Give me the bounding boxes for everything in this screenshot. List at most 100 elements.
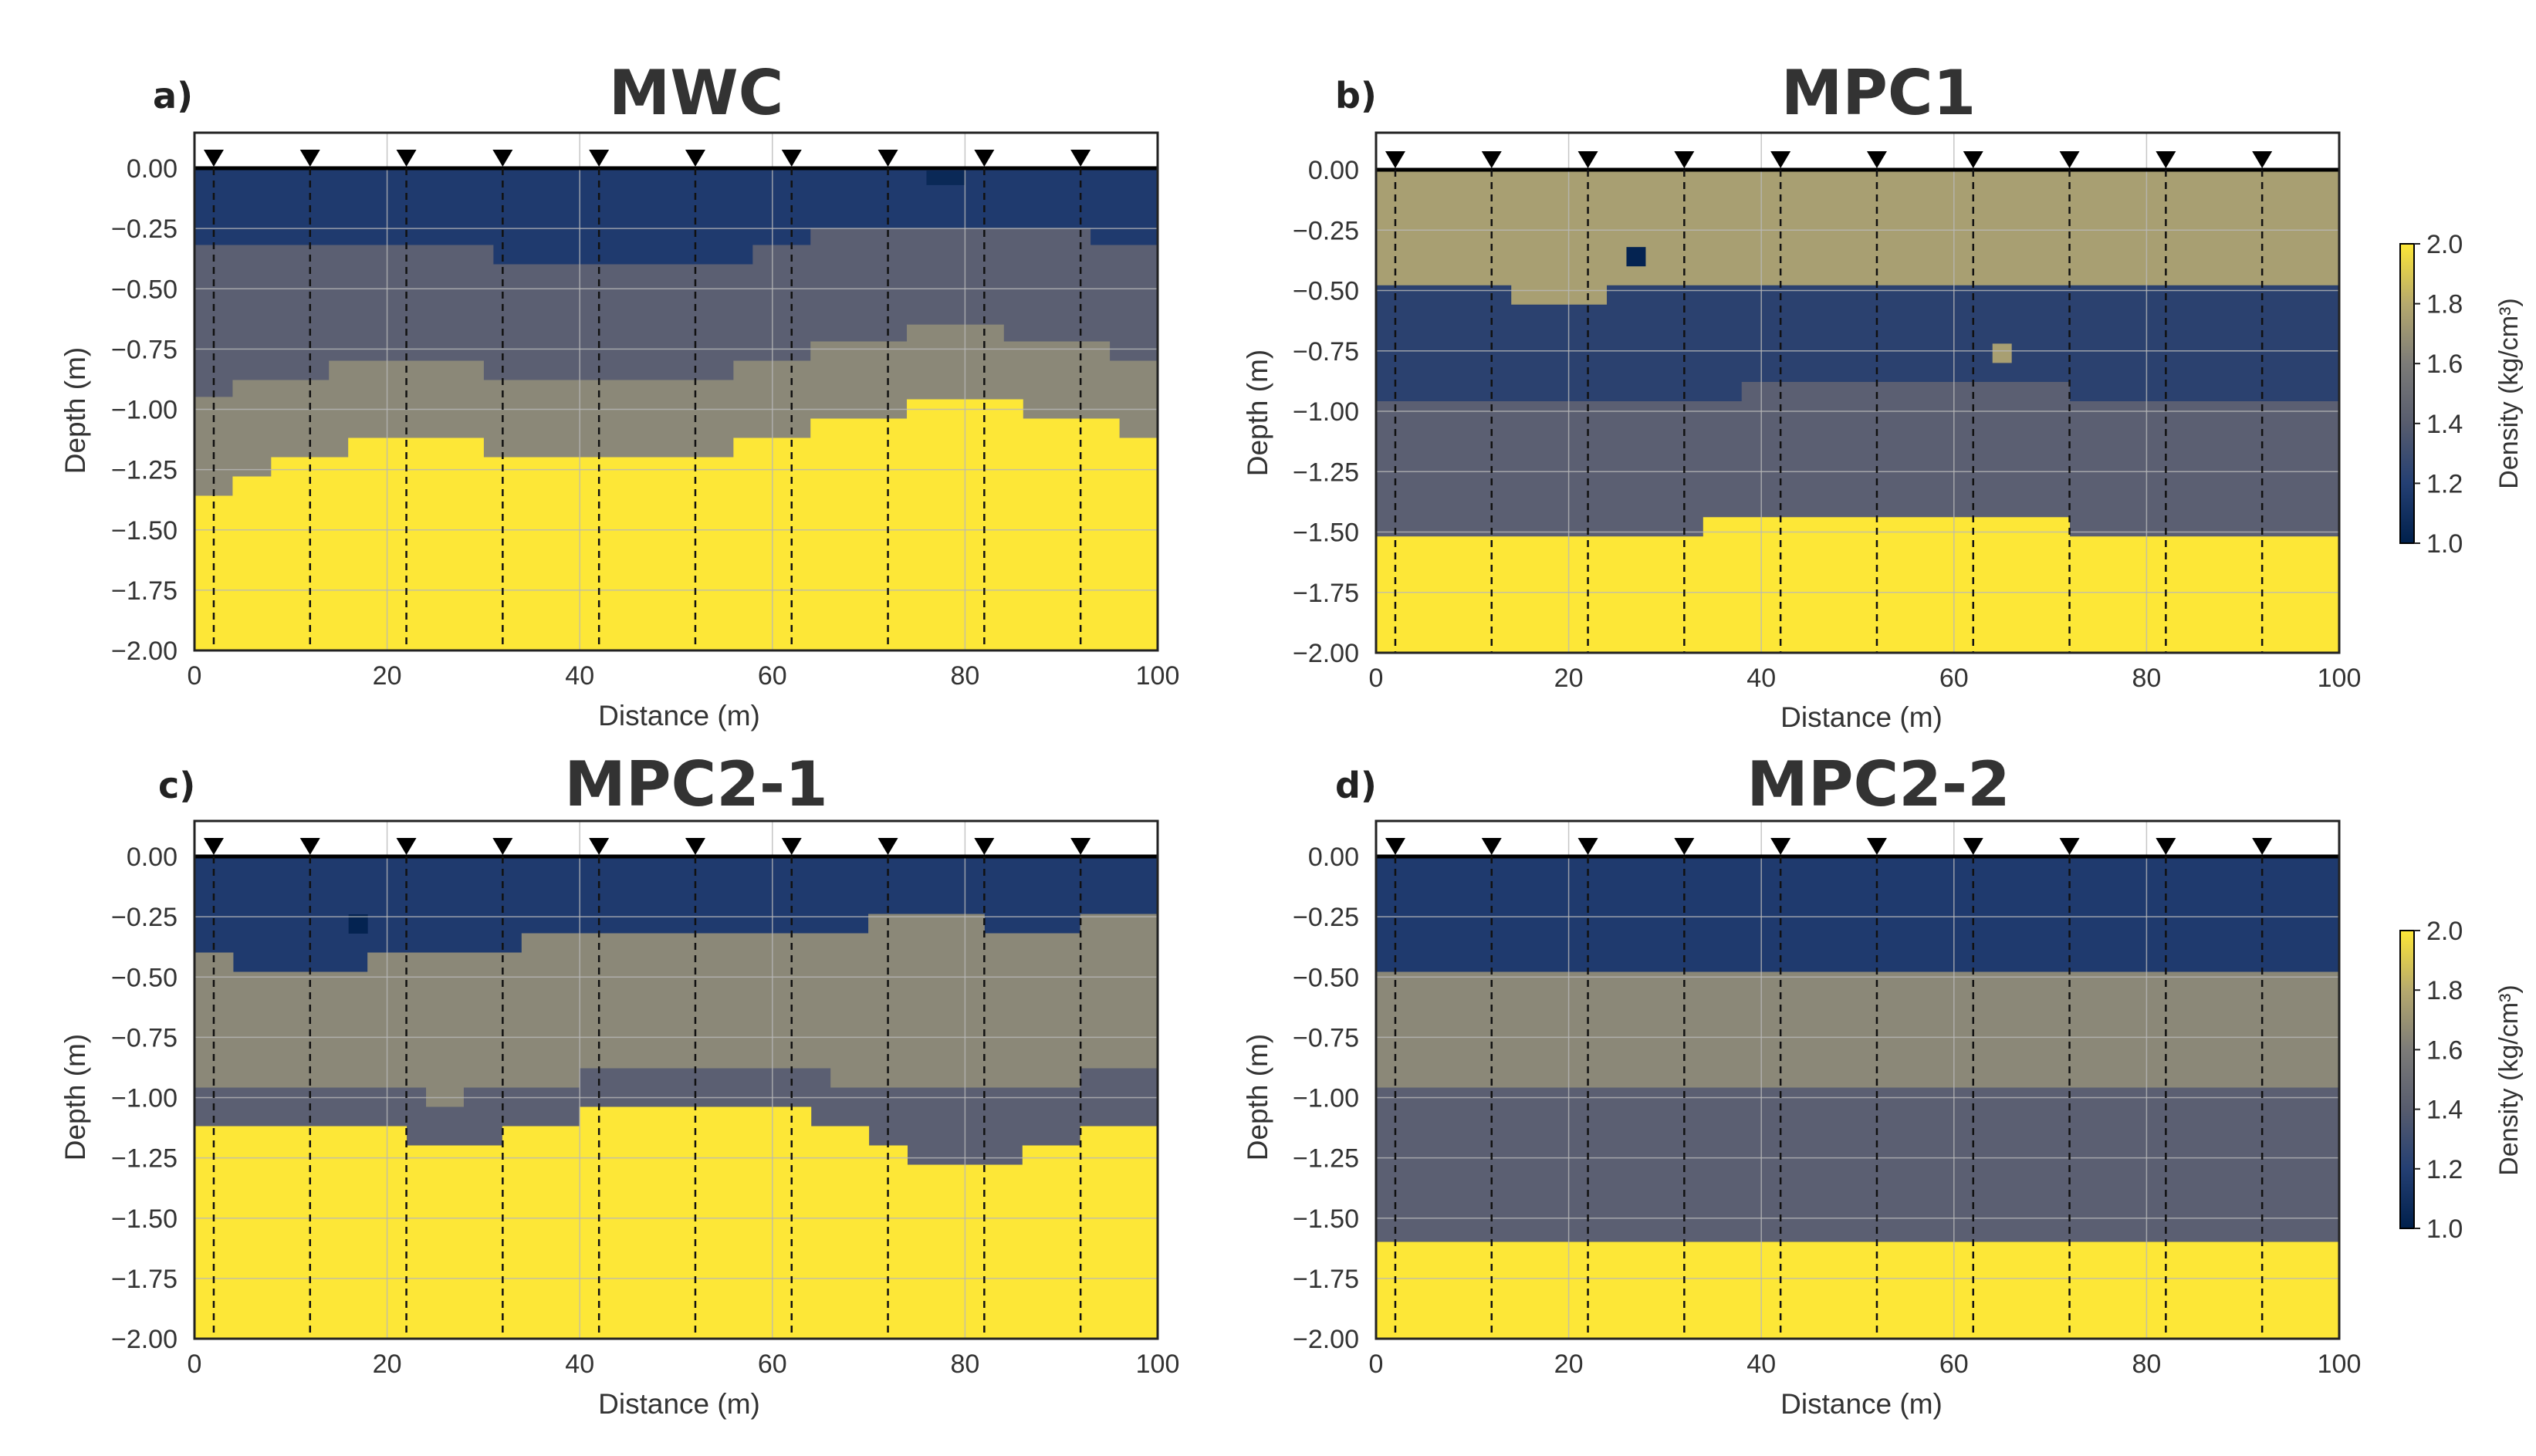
colorbar-bottom-label: Density (kg/cm³): [2494, 985, 2524, 1175]
panel-b-plot: 0.00 −0.25 −0.50 −0.75 −1.00 −1.25 −1.50 −1.75 −…: [1293, 131, 2361, 693]
y-tick-label: −1.75: [1293, 579, 1359, 608]
y-tick-label: −0.50: [1293, 277, 1359, 306]
y-tick-label: −1.50: [111, 516, 178, 546]
colorbar-tick-label: 1.0: [2426, 1214, 2463, 1244]
plot-frame: [1375, 131, 2341, 654]
y-tick-label: −0.50: [1293, 963, 1359, 992]
colorbar-tick-label: 2.0: [2426, 917, 2463, 946]
y-tick-label: −0.75: [1293, 1023, 1359, 1052]
y-tick-label: −0.25: [111, 215, 178, 244]
colorbar-top: 1.0 1.2 1.4 1.6 1.8 2.0 Density (kg/cm³): [2399, 230, 2524, 559]
density-layer: [1375, 1087, 2340, 1243]
electrode-marker: [589, 838, 610, 855]
electrode-marker: [1385, 838, 1405, 855]
panel-a-plot: 0.00 −0.25 −0.50 −0.75 −1.00 −1.25 −1.50 −1.75 −…: [111, 131, 1179, 691]
electrode-marker: [2059, 838, 2080, 855]
electrode-marker: [974, 150, 995, 167]
electrode-marker: [2156, 838, 2176, 855]
y-tick-label: 0.00: [1308, 843, 1359, 872]
y-tick-label: 0.00: [127, 154, 178, 184]
density-anomaly-cell: [926, 171, 965, 185]
density-layer: [1375, 517, 2340, 654]
panel-b: b) MPC1 0.00 −0.25 −0.50 −0.75 −1.00 −1.25 −1.…: [1242, 57, 2361, 733]
electrode-marker: [1481, 838, 1502, 855]
x-tick-label: 0: [188, 1350, 202, 1379]
y-tick-label: −1.75: [1293, 1265, 1359, 1294]
y-tick-label: −1.00: [111, 396, 178, 425]
electrode-marker: [2252, 838, 2273, 855]
y-tick-label: −1.25: [111, 456, 178, 485]
x-tick-label: 20: [373, 1350, 402, 1379]
electrode-marker: [2059, 151, 2080, 168]
y-tick-label: −0.50: [111, 275, 178, 304]
panel-c-xlabel: Distance (m): [598, 1388, 760, 1420]
y-tick-label: −1.50: [1293, 1204, 1359, 1234]
electrode-strip: [194, 133, 1158, 168]
electrode-marker: [299, 150, 320, 167]
y-tick-label: −2.00: [111, 637, 178, 666]
panel-b-ylabel: Depth (m): [1242, 350, 1273, 476]
y-tick-label: −0.75: [111, 1023, 178, 1052]
density-anomaly-cell: [1992, 343, 2012, 363]
x-tick-label: 20: [1554, 1350, 1584, 1379]
colorbar-tick-label: 1.8: [2426, 976, 2463, 1005]
density-layer: [194, 1106, 1158, 1339]
y-tick-label: −1.00: [111, 1084, 178, 1113]
electrode-marker: [1385, 151, 1405, 168]
x-tick-label: 20: [373, 661, 402, 691]
y-tick-label: −0.75: [1293, 337, 1359, 367]
electrode-marker: [2252, 151, 2273, 168]
electrode-strip: [194, 821, 1158, 856]
panel-a-label: a): [153, 75, 193, 117]
electrode-marker: [781, 838, 802, 855]
electrode-marker: [589, 150, 610, 167]
density-anomaly-cell: [1626, 247, 1646, 267]
electrode-marker: [1674, 151, 1695, 168]
panel-a-ylabel: Depth (m): [59, 347, 91, 474]
x-tick-label: 60: [1939, 664, 1969, 693]
electrode-marker: [396, 150, 417, 167]
x-tick-label: 60: [1939, 1350, 1969, 1379]
y-tick-label: −0.25: [1293, 216, 1359, 245]
electrode-marker: [1577, 151, 1598, 168]
colorbar-tick-label: 1.0: [2426, 529, 2463, 559]
electrode-marker: [1963, 151, 1983, 168]
electrode-marker: [1770, 151, 1791, 168]
electrode-marker: [492, 838, 513, 855]
colorbar-top-gradient: [2399, 243, 2415, 544]
panel-d-ylabel: Depth (m): [1242, 1034, 1273, 1160]
x-tick-label: 40: [1746, 1350, 1776, 1379]
electrode-marker: [877, 838, 898, 855]
electrode-marker: [781, 150, 802, 167]
x-tick-label: 100: [2318, 1350, 2362, 1379]
y-tick-label: −1.00: [1293, 397, 1359, 427]
electrode-marker: [203, 838, 224, 855]
x-tick-label: 0: [1369, 1350, 1384, 1379]
x-tick-label: 80: [2132, 664, 2161, 693]
electrode-marker: [1866, 838, 1887, 855]
y-tick-label: −0.75: [111, 335, 178, 364]
y-tick-label: 0.00: [127, 843, 178, 872]
electrode-marker: [1674, 838, 1695, 855]
electrode-strip: [1376, 821, 2339, 856]
plot-frame: [193, 131, 1159, 652]
y-tick-label: −1.00: [1293, 1084, 1359, 1113]
y-tick-label: −2.00: [1293, 1325, 1359, 1354]
panel-a-title: MWC: [609, 57, 784, 129]
panel-c-title: MPC2-1: [564, 748, 827, 820]
electrode-marker: [203, 150, 224, 167]
electrode-marker: [396, 838, 417, 855]
panel-c: c) MPC2-1 0.00 −0.25 −0.50 −0.75 −1.00 −1.25 −…: [59, 748, 1179, 1420]
x-tick-label: 60: [758, 661, 787, 691]
electrode-marker: [299, 838, 320, 855]
x-tick-label: 40: [565, 1350, 594, 1379]
density-layer: [1375, 1241, 2340, 1339]
x-tick-label: 40: [565, 661, 594, 691]
colorbar-top-ticks: 1.0 1.2 1.4 1.6 1.8 2.0: [2414, 230, 2463, 559]
panel-d-plot: 0.00 −0.25 −0.50 −0.75 −1.00 −1.25 −1.50 −1.75 −…: [1293, 819, 2362, 1379]
density-layer: [1375, 856, 2340, 973]
x-tick-label: 20: [1554, 664, 1584, 693]
colorbar-bottom-gradient: [2399, 930, 2415, 1229]
y-tick-label: −2.00: [111, 1325, 178, 1354]
